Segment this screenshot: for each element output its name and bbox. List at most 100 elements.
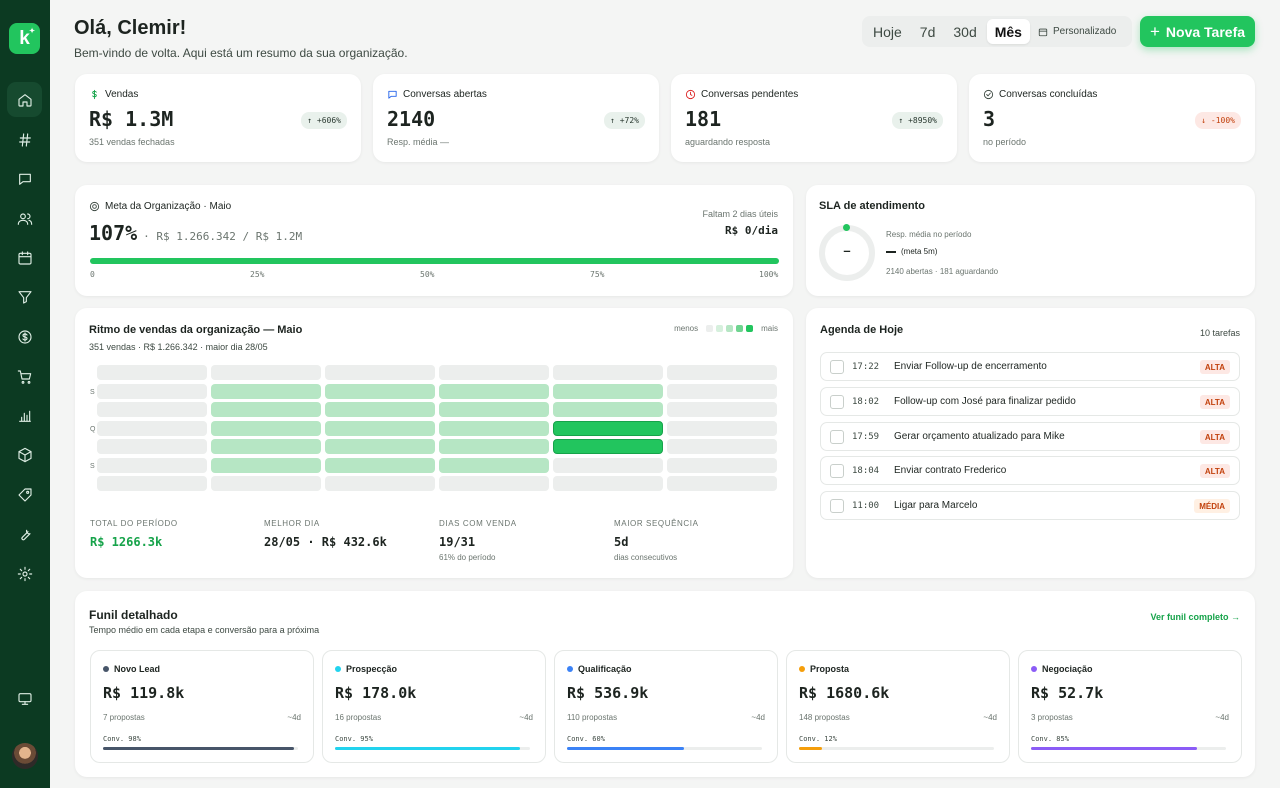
heatmap-cell[interactable] (667, 476, 777, 491)
heatmap-cell[interactable] (325, 439, 435, 454)
filter-icon[interactable] (7, 279, 42, 314)
range-7d[interactable]: 7d (919, 23, 936, 40)
chat-icon[interactable] (7, 161, 42, 196)
stage-name: Novo Lead (103, 664, 160, 674)
heatmap-cell[interactable] (97, 383, 207, 399)
heatmap-cell[interactable] (325, 476, 435, 491)
heatmap-cell[interactable] (553, 402, 663, 417)
task-item[interactable]: 11:00 Ligar para Marcelo MÉDIA (820, 491, 1240, 520)
task-item[interactable]: 18:04 Enviar contrato Frederico ALTA (820, 456, 1240, 485)
heatmap-cell[interactable] (439, 420, 549, 436)
heatmap-cell[interactable] (211, 420, 321, 436)
agenda-card: Agenda de Hoje 10 tarefas 17:22 Enviar Fo… (806, 308, 1255, 578)
heatmap-cell[interactable] (439, 457, 549, 473)
funnel-stage-card[interactable]: Novo Lead R$ 119.8k 7 propostas ~4d Conv. 98… (90, 650, 314, 763)
gear-icon[interactable] (7, 556, 42, 591)
heatmap-cell[interactable] (667, 420, 777, 436)
stat-value: 28/05 · R$ 432.6k (264, 535, 387, 549)
heatmap-cell[interactable] (439, 439, 549, 454)
view-full-funnel-link[interactable]: Ver funil completo → (1150, 612, 1240, 622)
heatmap-cell[interactable] (211, 457, 321, 473)
heatmap-cell[interactable] (211, 476, 321, 491)
heatmap-cell[interactable] (325, 383, 435, 399)
sla-line-1: Resp. média no período (886, 230, 972, 239)
task-time: 18:04 (852, 466, 880, 476)
range-hoje[interactable]: Hoje (873, 23, 902, 40)
stage-count: 110 propostas (567, 713, 618, 722)
funnel-stage-card[interactable]: Proposta R$ 1680.6k 148 propostas ~4d Conv. … (786, 650, 1010, 763)
heatmap-cell[interactable] (667, 383, 777, 399)
heatmap-cell[interactable] (667, 439, 777, 454)
heatmap-cell[interactable] (97, 476, 207, 491)
heatmap-cell[interactable] (211, 365, 321, 380)
priority-badge: ALTA (1199, 430, 1230, 444)
heatmap-cell[interactable] (667, 402, 777, 417)
heatmap-cell[interactable] (553, 383, 663, 399)
heatmap-cell[interactable] (325, 457, 435, 473)
heatmap-cell[interactable] (439, 476, 549, 491)
new-task-button[interactable]: + Nova Tarefa (1140, 16, 1255, 47)
cart-icon[interactable] (7, 359, 42, 394)
bar-chart-icon[interactable] (7, 398, 42, 433)
heatmap-cell[interactable] (97, 420, 207, 436)
calendar-icon[interactable] (7, 240, 42, 275)
tag-icon[interactable] (7, 477, 42, 512)
task-checkbox[interactable] (830, 499, 844, 513)
dollar-icon[interactable] (7, 319, 42, 354)
range-mes[interactable]: Mês (986, 19, 1030, 44)
arrow-up-icon: ↑ (307, 116, 317, 125)
heatmap-cell[interactable] (97, 457, 207, 473)
task-name: Gerar orçamento atualizado para Mike (894, 431, 1065, 442)
heatmap-cell[interactable] (667, 457, 777, 473)
heatmap-cell[interactable] (211, 383, 321, 399)
task-item[interactable]: 17:59 Gerar orçamento atualizado para Mik… (820, 422, 1240, 451)
stage-value: R$ 52.7k (1031, 684, 1104, 702)
user-avatar[interactable] (12, 743, 38, 769)
stage-label: Proposta (810, 664, 850, 674)
task-item[interactable]: 17:22 Enviar Follow-up de encerramento ALT… (820, 352, 1240, 381)
heatmap-cell[interactable] (667, 365, 777, 380)
range-30d[interactable]: 30d (953, 23, 977, 40)
heatmap-cell[interactable] (325, 365, 435, 380)
heatmap-cell[interactable] (97, 402, 207, 417)
sla-line-2-row: (meta 5m) (886, 247, 937, 256)
stage-time: ~4d (983, 713, 997, 722)
heatmap-cell[interactable] (211, 439, 321, 454)
trend-badge: ↓ -100% (1195, 112, 1241, 129)
heatmap-subtitle: 351 vendas · R$ 1.266.342 · maior dia 28… (89, 342, 268, 352)
heatmap-cell[interactable] (553, 457, 663, 473)
task-checkbox[interactable] (830, 395, 844, 409)
heatmap-cell[interactable] (553, 439, 663, 454)
task-checkbox[interactable] (830, 430, 844, 444)
heatmap-cell[interactable] (97, 365, 207, 380)
heatmap-cell[interactable] (553, 476, 663, 491)
users-icon[interactable] (7, 201, 42, 236)
wrench-icon[interactable] (7, 516, 42, 551)
home-icon[interactable] (7, 82, 42, 117)
heatmap-cell[interactable] (439, 365, 549, 380)
box-icon[interactable] (7, 437, 42, 472)
heatmap-cell[interactable] (325, 420, 435, 436)
heatmap-cell[interactable] (439, 383, 549, 399)
heatmap-cell[interactable] (439, 402, 549, 417)
heatmap-cell[interactable] (97, 439, 207, 454)
funnel-stage-card[interactable]: Qualificação R$ 536.9k 110 propostas ~4d Con… (554, 650, 778, 763)
kpi-label: Conversas pendentes (701, 89, 799, 100)
range-custom[interactable]: Personalizado (1032, 26, 1122, 37)
leaf-icon: ✦ (29, 28, 35, 35)
hash-icon[interactable] (7, 122, 42, 157)
monitor-icon[interactable] (7, 681, 42, 716)
task-item[interactable]: 18:02 Follow-up com José para finalizar p… (820, 387, 1240, 416)
task-time: 18:02 (852, 397, 880, 407)
heatmap-cell[interactable] (553, 365, 663, 380)
app-logo[interactable]: k ✦ (9, 23, 40, 54)
task-checkbox[interactable] (830, 360, 844, 374)
funnel-stage-card[interactable]: Negociação R$ 52.7k 3 propostas ~4d Conv. 85… (1018, 650, 1242, 763)
stage-count: 7 propostas (103, 713, 145, 722)
heatmap-cell[interactable] (553, 420, 663, 436)
heatmap-cell[interactable] (325, 402, 435, 417)
funnel-stage-card[interactable]: Prospecção R$ 178.0k 16 propostas ~4d Conv. … (322, 650, 546, 763)
task-checkbox[interactable] (830, 464, 844, 478)
heatmap-cell[interactable] (211, 402, 321, 417)
target-icon (89, 201, 100, 212)
